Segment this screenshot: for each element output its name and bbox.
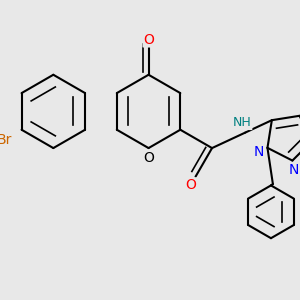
Text: Br: Br [0, 133, 12, 147]
Text: O: O [143, 151, 154, 165]
Text: NH: NH [233, 116, 252, 129]
Text: N: N [289, 163, 299, 177]
Text: O: O [185, 178, 196, 192]
Text: N: N [254, 145, 264, 159]
Text: O: O [143, 33, 154, 47]
